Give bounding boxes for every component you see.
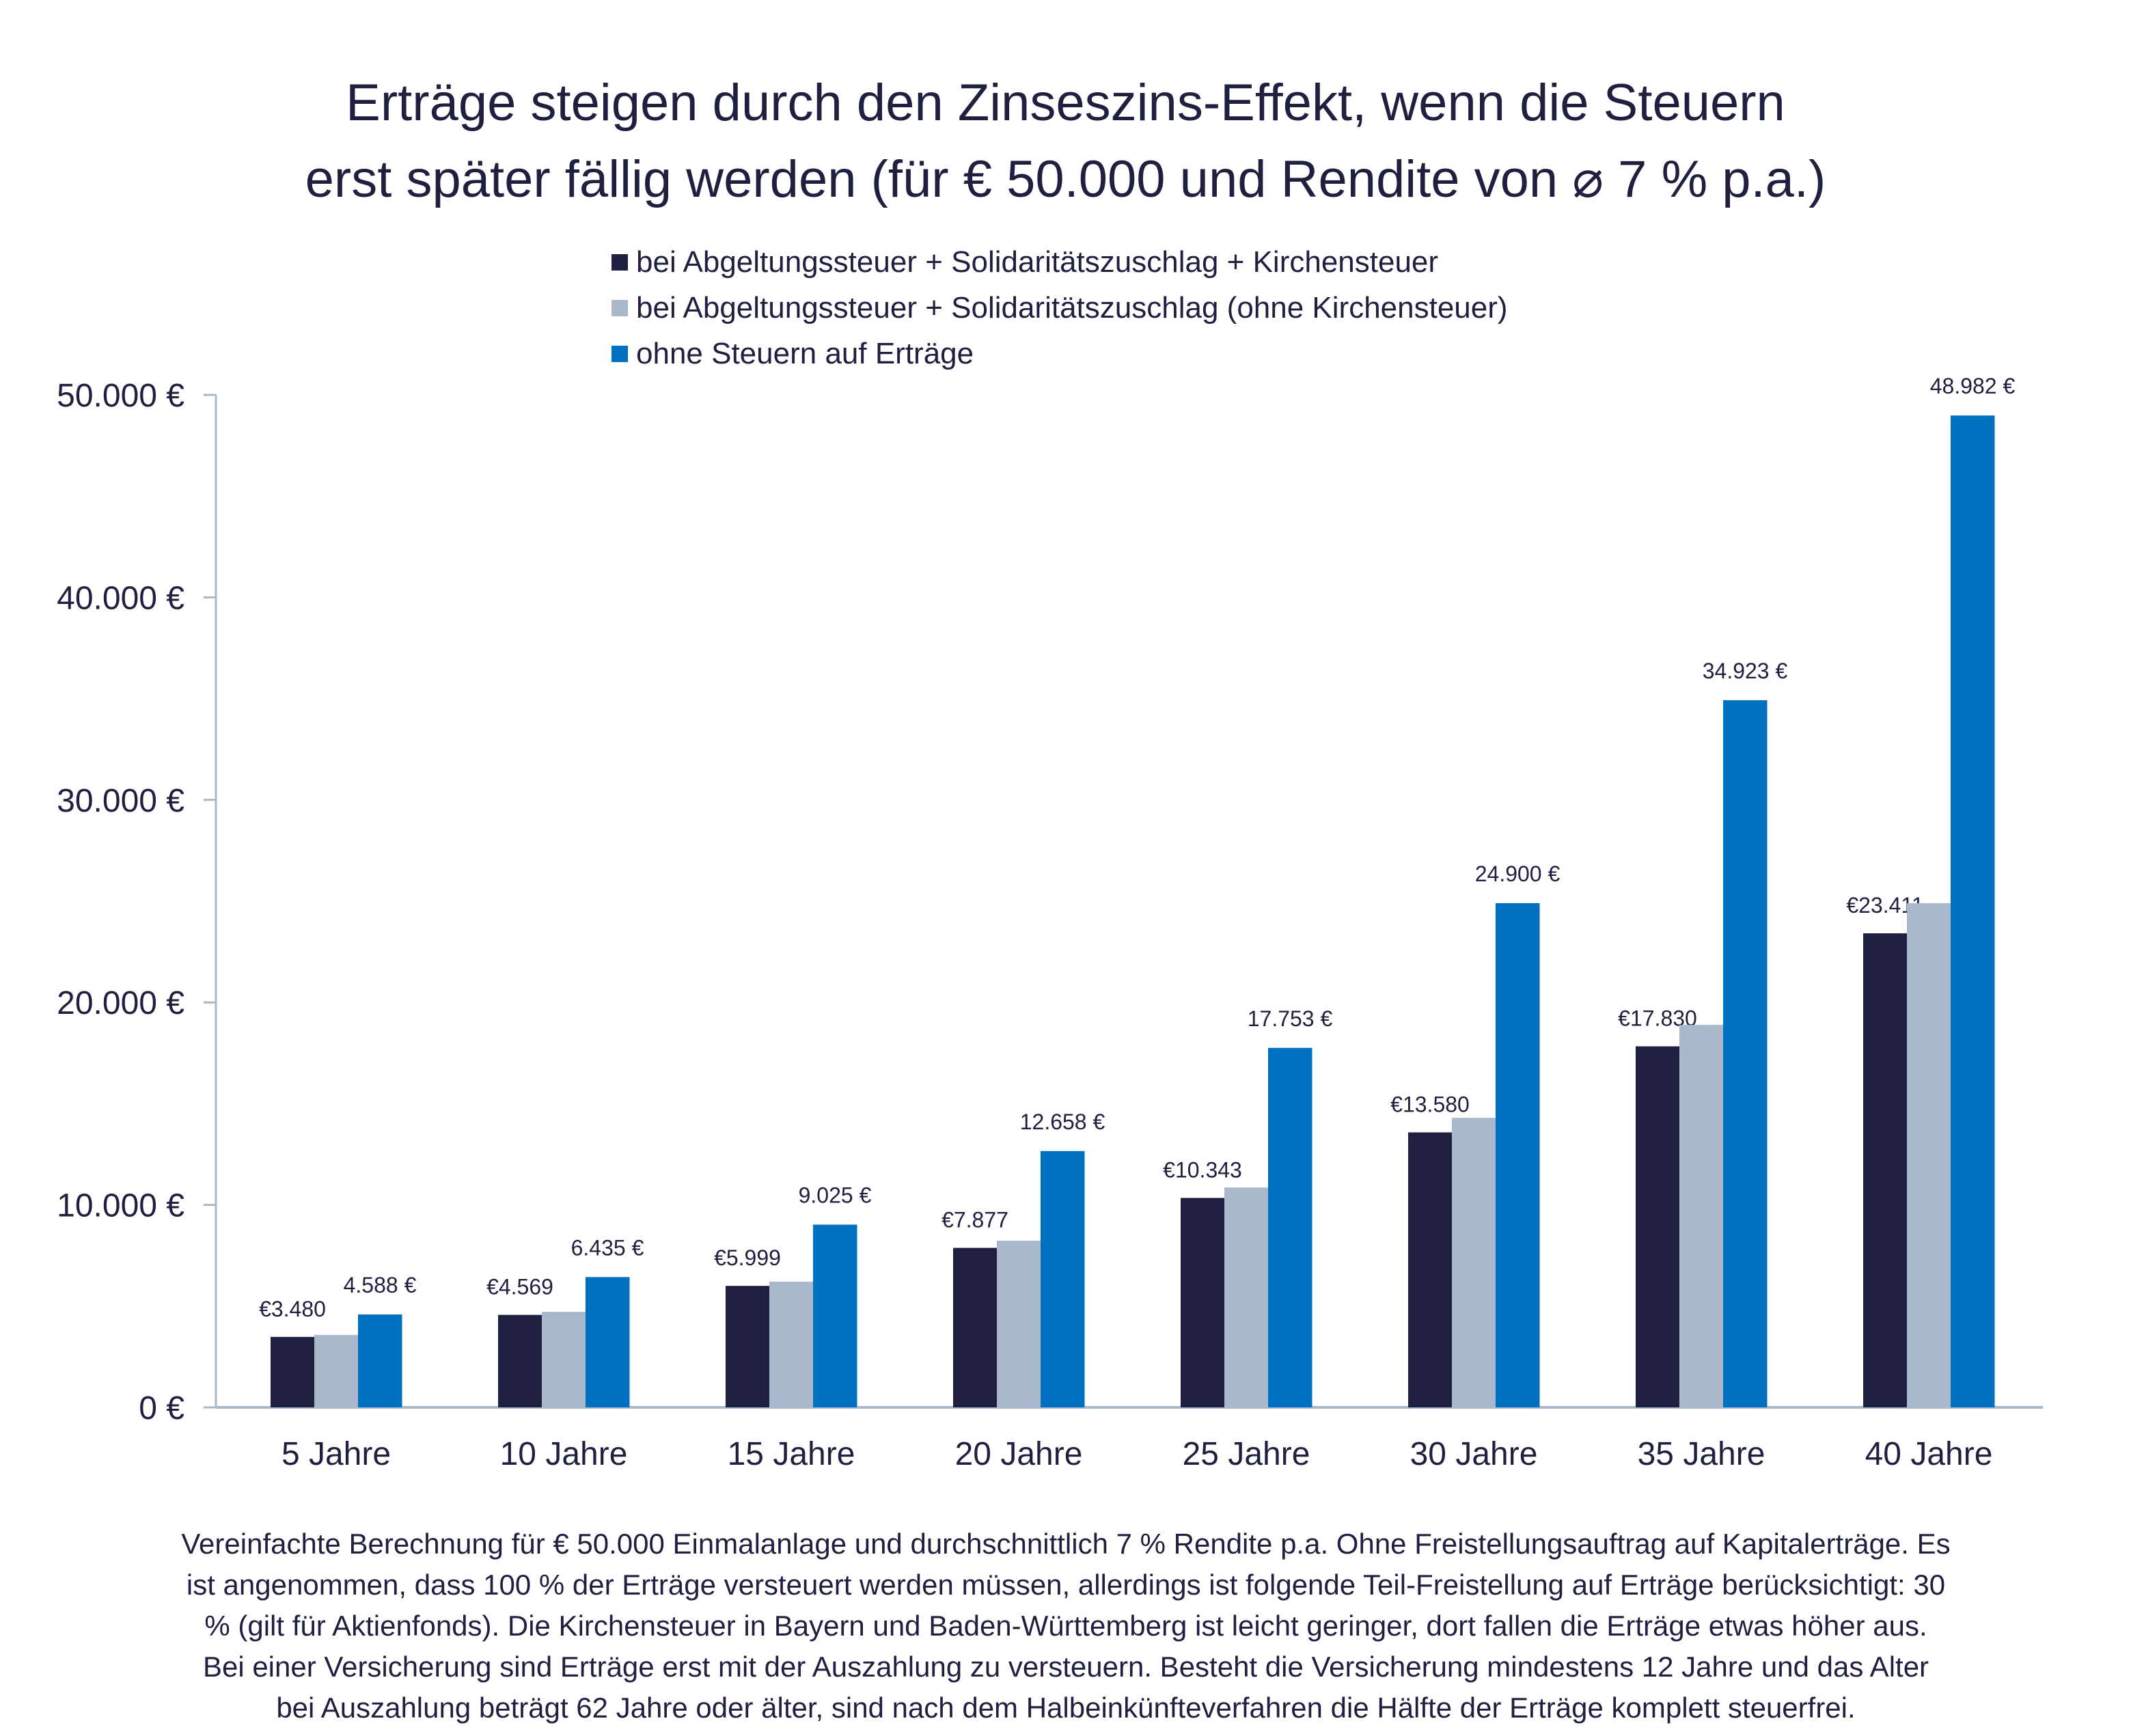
bar xyxy=(997,1241,1041,1407)
y-tick-label: 20.000 € xyxy=(57,985,184,1021)
legend-item-1: bei Abgeltungssteuer + Solidaritätszusch… xyxy=(611,239,1508,285)
data-label: €13.580 xyxy=(1390,1092,1470,1116)
data-label: 9.025 € xyxy=(799,1183,872,1207)
data-label: 24.900 € xyxy=(1475,862,1561,886)
legend-label: ohne Steuern auf Erträge xyxy=(636,337,974,370)
chart-title-line-2: erst später fällig werden (für € 50.000 … xyxy=(305,150,1826,208)
y-tick-label: 30.000 € xyxy=(57,783,184,819)
x-tick-label: 10 Jahre xyxy=(500,1436,628,1472)
bar xyxy=(1452,1118,1496,1407)
x-tick-label: 40 Jahre xyxy=(1865,1436,1993,1472)
bar xyxy=(1951,415,1995,1407)
x-tick-label: 35 Jahre xyxy=(1638,1436,1765,1472)
bar xyxy=(1496,903,1540,1407)
y-tick-label: 0 € xyxy=(139,1390,184,1427)
data-label: €7.877 xyxy=(941,1208,1008,1232)
data-label: €4.569 xyxy=(486,1275,553,1299)
bar xyxy=(1679,1025,1724,1407)
data-label: €10.343 xyxy=(1163,1157,1242,1182)
y-tick-label: 10.000 € xyxy=(57,1188,184,1224)
bar xyxy=(314,1334,359,1407)
bar xyxy=(1863,933,1908,1407)
bar xyxy=(1224,1187,1269,1407)
footnote-line: Vereinfachte Berechnung für € 50.000 Ein… xyxy=(181,1528,1951,1560)
bar xyxy=(726,1286,770,1407)
x-tick-label: 25 Jahre xyxy=(1183,1436,1310,1472)
data-label: 6.435 € xyxy=(571,1235,644,1260)
bar xyxy=(586,1277,630,1407)
bar xyxy=(813,1224,857,1407)
footnote-line: ist angenommen, dass 100 % der Erträge v… xyxy=(186,1569,1946,1601)
legend-swatch xyxy=(611,345,628,362)
bar xyxy=(498,1314,542,1407)
data-label: 12.658 € xyxy=(1020,1110,1105,1134)
footnote-line: % (gilt für Aktienfonds). Die Kirchenste… xyxy=(204,1610,1927,1642)
legend-swatch xyxy=(611,253,628,271)
bar xyxy=(1041,1151,1085,1407)
legend-item-3: ohne Steuern auf Erträge xyxy=(611,331,1508,376)
data-label: 17.753 € xyxy=(1248,1006,1333,1031)
bar xyxy=(1636,1046,1680,1407)
data-label: €3.480 xyxy=(259,1297,326,1321)
bar xyxy=(1181,1198,1225,1407)
data-label: €5.999 xyxy=(714,1245,781,1270)
bar xyxy=(1408,1132,1453,1407)
legend-swatch xyxy=(611,299,628,316)
bar xyxy=(1907,903,1951,1407)
y-tick-label: 50.000 € xyxy=(57,378,184,414)
bar xyxy=(358,1314,402,1407)
x-tick-label: 30 Jahre xyxy=(1410,1436,1538,1472)
legend: bei Abgeltungssteuer + Solidaritätszusch… xyxy=(611,239,1508,376)
x-tick-label: 5 Jahre xyxy=(281,1436,391,1472)
bar xyxy=(769,1281,814,1407)
bar xyxy=(542,1312,586,1407)
x-tick-label: 15 Jahre xyxy=(728,1436,855,1472)
data-label: 48.982 € xyxy=(1930,374,2016,398)
data-label: 4.588 € xyxy=(344,1273,417,1297)
bar xyxy=(271,1336,315,1407)
chart-title-line-1: Erträge steigen durch den Zinseszins-Eff… xyxy=(346,74,1785,132)
data-label: 34.923 € xyxy=(1703,659,1788,683)
x-tick-label: 20 Jahre xyxy=(955,1436,1083,1472)
bar xyxy=(1723,700,1768,1407)
bar xyxy=(953,1248,998,1407)
bar xyxy=(1268,1047,1312,1407)
chart-title: Erträge steigen durch den Zinseszins-Eff… xyxy=(0,65,2131,218)
y-tick-label: 40.000 € xyxy=(57,580,184,616)
footnote-line: Bei einer Versicherung sind Erträge erst… xyxy=(202,1651,1929,1683)
legend-label: bei Abgeltungssteuer + Solidaritätszusch… xyxy=(636,291,1508,325)
footnote-line: bei Auszahlung beträgt 62 Jahre oder ält… xyxy=(276,1692,1856,1724)
legend-item-2: bei Abgeltungssteuer + Solidaritätszusch… xyxy=(611,285,1508,331)
legend-label: bei Abgeltungssteuer + Solidaritätszusch… xyxy=(636,245,1439,279)
footnote: Vereinfachte Berechnung für € 50.000 Ein… xyxy=(102,1524,2029,1728)
